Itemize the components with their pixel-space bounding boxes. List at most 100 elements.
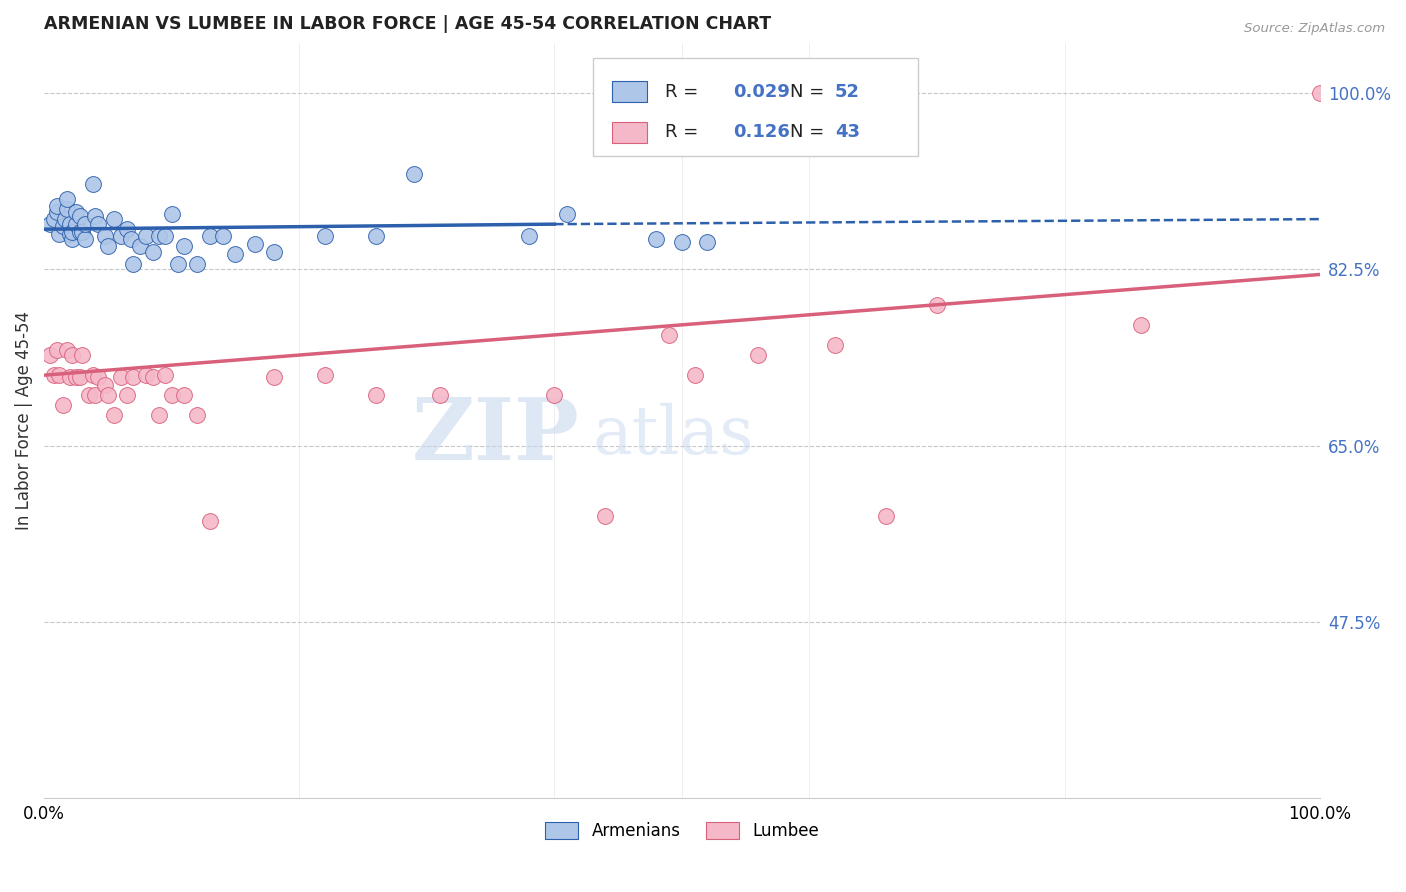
Point [115, 388, 138, 402]
Point [69, 225, 91, 239]
Point [59, 217, 82, 231]
Point [135, 229, 157, 244]
Point [73, 232, 96, 246]
Point [658, 327, 681, 342]
Point [517, 229, 540, 244]
Point [173, 239, 195, 253]
Point [69, 209, 91, 223]
Point [198, 229, 221, 244]
Point [44, 212, 66, 227]
Point [211, 229, 233, 244]
Point [645, 232, 668, 246]
Point [263, 370, 285, 384]
Point [48, 368, 70, 383]
Point [65, 217, 87, 231]
Point [45, 205, 67, 219]
Point [186, 409, 208, 423]
Text: atlas: atlas [592, 403, 754, 468]
Y-axis label: In Labor Force | Age 45-54: In Labor Force | Age 45-54 [15, 311, 32, 530]
Point [72, 225, 94, 239]
Point [155, 368, 177, 383]
Point [86, 217, 108, 231]
Point [696, 235, 718, 250]
Point [198, 514, 221, 528]
Point [148, 229, 170, 244]
Point [186, 257, 208, 271]
Point [73, 217, 96, 231]
Point [128, 239, 150, 253]
Point [135, 368, 157, 383]
Point [45, 199, 67, 213]
Point [65, 370, 87, 384]
Text: 0.029: 0.029 [733, 83, 790, 101]
Point [402, 167, 425, 181]
Text: Source: ZipAtlas.com: Source: ZipAtlas.com [1244, 22, 1385, 36]
Point [103, 409, 125, 423]
Text: 0.126: 0.126 [733, 123, 790, 142]
Point [48, 227, 70, 242]
Point [224, 247, 246, 261]
Point [160, 388, 183, 402]
Point [44, 368, 66, 383]
Point [60, 232, 83, 246]
Point [110, 370, 132, 384]
Point [173, 388, 195, 402]
Point [122, 370, 145, 384]
Point [94, 378, 117, 392]
Text: 43: 43 [835, 123, 860, 142]
Point [925, 298, 948, 312]
Point [82, 177, 104, 191]
Point [69, 370, 91, 384]
Point [243, 237, 266, 252]
Point [1130, 318, 1153, 332]
Point [39, 348, 62, 362]
Point [72, 348, 94, 362]
Text: N =: N = [790, 83, 824, 101]
Point [110, 229, 132, 244]
Point [747, 348, 769, 362]
Point [86, 370, 108, 384]
Point [97, 239, 120, 253]
Text: R =: R = [665, 123, 699, 142]
Point [84, 209, 107, 223]
Point [364, 388, 387, 402]
Text: 52: 52 [835, 83, 860, 101]
Bar [612, 81, 647, 103]
Point [555, 207, 578, 221]
Point [160, 207, 183, 221]
Point [97, 388, 120, 402]
Bar [612, 122, 647, 143]
Text: ARMENIAN VS LUMBEE IN LABOR FORCE | AGE 45-54 CORRELATION CHART: ARMENIAN VS LUMBEE IN LABOR FORCE | AGE … [44, 15, 772, 33]
Point [77, 388, 100, 402]
Point [52, 398, 75, 412]
Text: ZIP: ZIP [412, 393, 579, 477]
Legend: Armenians, Lumbee: Armenians, Lumbee [538, 815, 825, 847]
Point [824, 338, 846, 352]
FancyBboxPatch shape [592, 58, 918, 156]
Point [60, 225, 83, 239]
Point [155, 229, 177, 244]
Point [314, 229, 336, 244]
Point [314, 368, 336, 383]
Point [683, 368, 706, 383]
Point [543, 388, 565, 402]
Point [167, 257, 190, 271]
Point [65, 205, 87, 219]
Point [148, 409, 170, 423]
Point [103, 212, 125, 227]
Point [56, 343, 79, 357]
Point [671, 235, 693, 250]
Point [364, 229, 387, 244]
Point [59, 370, 82, 384]
Point [1309, 87, 1331, 101]
Point [122, 257, 145, 271]
Text: N =: N = [790, 123, 824, 142]
Point [595, 509, 617, 524]
Point [120, 232, 142, 246]
Point [60, 348, 83, 362]
Point [141, 370, 163, 384]
Point [52, 219, 75, 234]
Point [56, 202, 79, 216]
Point [115, 222, 138, 236]
Point [263, 245, 285, 260]
